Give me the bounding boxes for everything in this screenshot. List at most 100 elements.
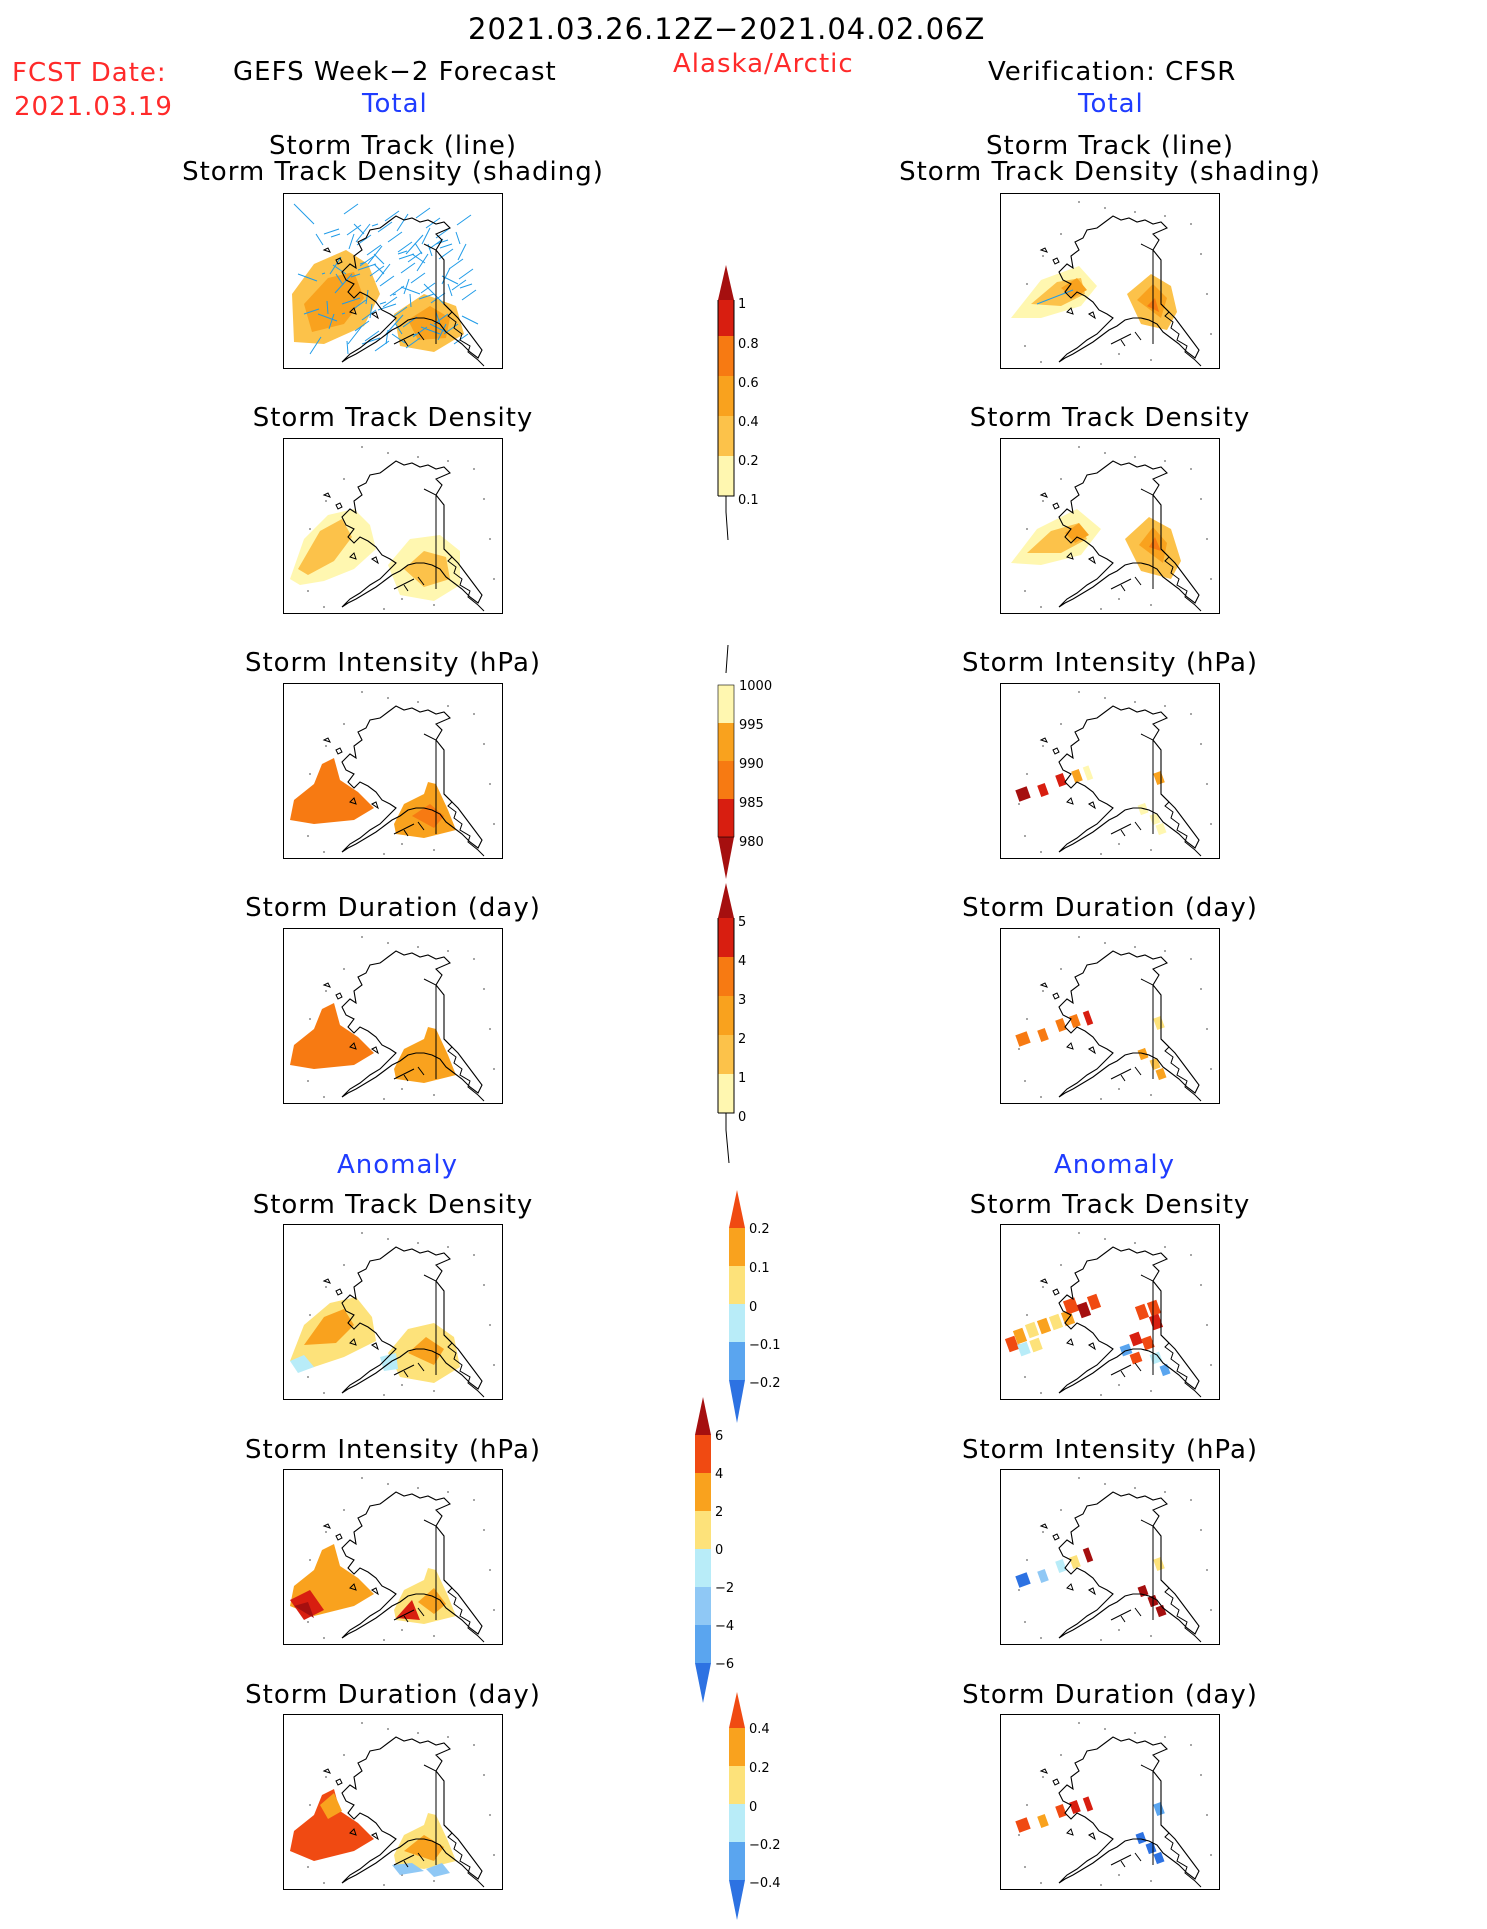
cbar-duration-label: 5: [738, 915, 746, 930]
track-segment: [403, 278, 410, 295]
graticule-dot: [383, 1639, 385, 1641]
graticule-dot: [1150, 849, 1152, 851]
graticule-dot: [323, 1392, 325, 1394]
graticule-dot: [325, 990, 327, 992]
border-line: [423, 488, 437, 589]
graticule-dot: [401, 1629, 403, 1631]
track-segment: [329, 256, 342, 275]
grid-cell: [1015, 786, 1031, 802]
graticule-dot: [343, 723, 345, 725]
graticule-dot: [323, 1096, 325, 1098]
grid-cell: [1015, 1817, 1031, 1833]
shaded-region: [394, 1027, 456, 1083]
graticule-dot: [1150, 1390, 1152, 1392]
grid-cell: [1155, 1067, 1167, 1081]
graticule-dot: [447, 1736, 449, 1738]
graticule-dot: [1024, 345, 1026, 347]
graticule-dot: [1190, 468, 1192, 470]
verification-source-title: Verification: CFSR: [988, 57, 1237, 87]
colorbar-density: 1 0.8 0.6 0.4 0.2 0.1: [715, 262, 775, 551]
island-outline: [1039, 737, 1096, 810]
cbar-anom-intensity-label: 2: [715, 1505, 723, 1520]
panhandle-coast: [1160, 793, 1202, 857]
track-segment: [405, 234, 424, 255]
grid-cell: [1159, 1363, 1171, 1377]
panhandle-coast: [1160, 548, 1202, 612]
coastline: [1058, 1246, 1200, 1394]
shaded-region: [426, 1863, 450, 1877]
shaded-region: [418, 1588, 446, 1614]
graticule-dots: [301, 1477, 495, 1641]
grid-cell: [1069, 1013, 1081, 1029]
island-outline: [1039, 1768, 1096, 1841]
graticule-dot: [1200, 743, 1202, 745]
grid-cell: [1069, 1554, 1081, 1570]
graticule-dot: [1060, 478, 1062, 480]
graticule-dot: [483, 498, 485, 500]
graticule-dot: [1200, 1774, 1202, 1776]
panhandle-coast: [443, 303, 485, 367]
track-segment: [366, 244, 382, 256]
peninsula-coast: [1110, 821, 1142, 837]
grid-cell: [1069, 1799, 1081, 1815]
track-segment: [394, 322, 403, 335]
graticule-dot: [1042, 745, 1044, 747]
grid-cell: [1076, 1301, 1092, 1319]
grid-cell: [1004, 1335, 1020, 1353]
graticule-dot: [1164, 215, 1166, 217]
grid-cell: [1055, 1803, 1067, 1819]
graticule-dot: [1164, 1491, 1166, 1493]
map-panel-anom-intensity-forecast: [283, 1469, 503, 1645]
colorbar-anom-density: 0.2 0.1 0 −0.1 −0.2: [726, 1188, 796, 1432]
track-segment: [379, 301, 387, 305]
track-segment: [407, 251, 423, 263]
graticule-dot: [383, 1394, 385, 1396]
track-segment: [330, 233, 341, 238]
map-panel-intensity-cfsr: [1000, 683, 1220, 859]
graticule-dot: [1018, 1048, 1020, 1050]
island-outline: [322, 1278, 379, 1351]
graticule-dot: [1134, 1732, 1136, 1734]
graticule-dot: [1018, 803, 1020, 805]
track-segment: [387, 231, 403, 243]
graticule-dot: [1118, 1384, 1120, 1386]
graticule-dot: [1210, 1854, 1212, 1856]
shaded-region: [298, 519, 352, 575]
track-segment: [412, 326, 428, 338]
graticule-dot: [1078, 1722, 1080, 1724]
track-segment: [334, 273, 353, 294]
graticule-dot: [401, 598, 403, 600]
grid-cell: [1029, 1337, 1043, 1353]
anomaly-label-left: Anomaly: [337, 1150, 459, 1180]
graticule-dot: [1060, 1509, 1062, 1511]
border-line: [423, 1274, 437, 1375]
grid-cell: [1153, 1015, 1165, 1031]
map-svg: [1011, 446, 1212, 612]
graticule-dot: [1026, 1018, 1028, 1020]
track-segment: [369, 303, 373, 319]
graticule-dot: [361, 1477, 363, 1479]
map-svg: [292, 203, 485, 367]
track-segment: [391, 333, 406, 344]
graticule-dot: [1040, 1637, 1042, 1639]
graticule-dot: [323, 1882, 325, 1884]
track-segment: [356, 234, 372, 246]
title-track-shading-left: Storm Track Density (shading): [182, 157, 604, 187]
grid-cell: [1082, 1796, 1094, 1812]
graticule-dot: [1190, 958, 1192, 960]
cbar-anom-intensity-label: −4: [715, 1619, 734, 1634]
shaded-region: [404, 551, 450, 587]
track-segment: [421, 227, 431, 245]
track-segment: [317, 313, 338, 322]
border-line: [423, 978, 437, 1079]
shaded-region: [392, 1863, 424, 1875]
track-segment: [346, 224, 362, 236]
track-segment: [439, 243, 453, 249]
border-line: [1140, 243, 1154, 344]
graticule-dot: [1104, 207, 1106, 209]
panhandle-coast: [443, 793, 485, 857]
island-outline: [322, 737, 379, 810]
graticule-dot: [307, 1080, 309, 1082]
map-svg: [1011, 201, 1212, 367]
graticule-dot: [1024, 1080, 1026, 1082]
